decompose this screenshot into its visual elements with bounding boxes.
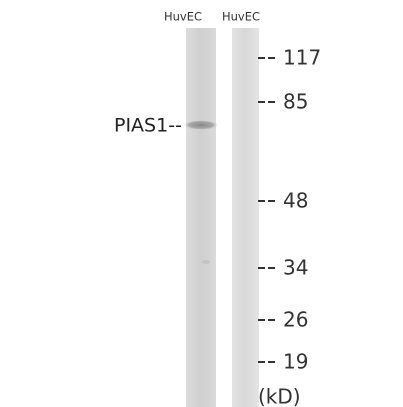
lane: [232, 28, 259, 407]
marker-label: 85: [283, 90, 308, 114]
band-label: PIAS1--: [114, 115, 182, 137]
lane: [186, 28, 216, 407]
protein-band: [184, 120, 218, 130]
marker-label: 19: [283, 350, 308, 374]
marker-label: 34: [283, 256, 308, 280]
smudge: [202, 260, 210, 264]
lane-label: HuvEC: [222, 10, 260, 24]
marker-label: 26: [283, 308, 308, 332]
marker-label: 48: [283, 189, 308, 213]
marker-label: 117: [283, 46, 321, 70]
lane-label: HuvEC: [164, 10, 202, 24]
western-blot: HuvEC HuvEC PIAS1-- (kD) 117 85 48 34 26 19: [0, 0, 403, 407]
page: {"lanes": ["HuvEC", "HuvEC"], "band_labe…: [0, 0, 403, 407]
unit-label: (kD): [258, 385, 301, 407]
